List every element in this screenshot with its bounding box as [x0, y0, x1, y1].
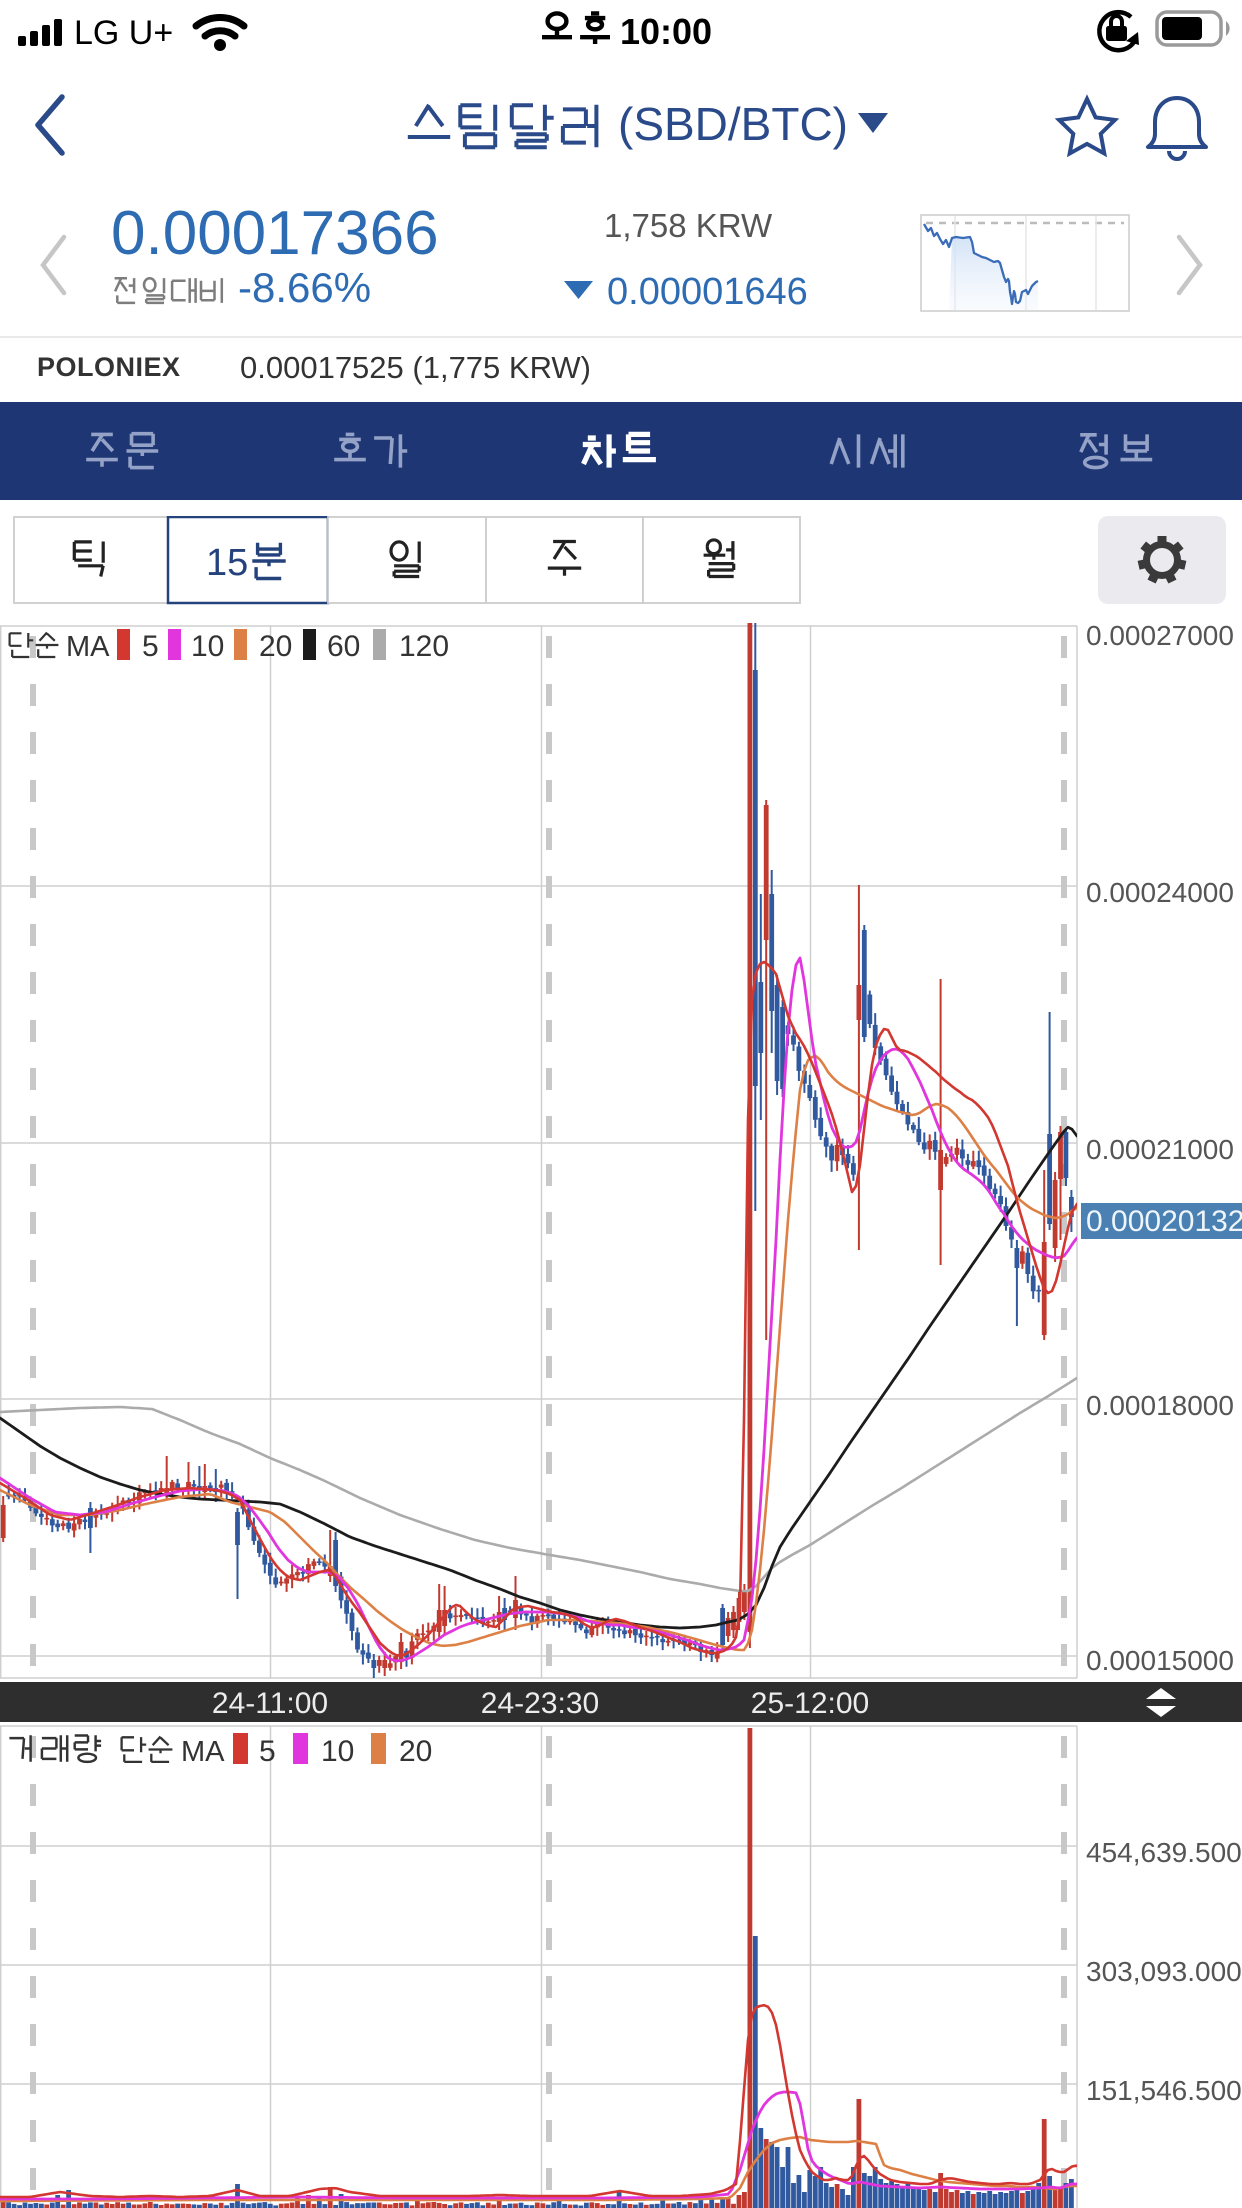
svg-text:15: 15 — [206, 542, 248, 584]
svg-text:25-12:00: 25-12:00 — [751, 1687, 869, 1720]
svg-text:(SBD/BTC): (SBD/BTC) — [618, 98, 848, 150]
svg-text:10: 10 — [321, 1735, 354, 1768]
svg-text:1,758 KRW: 1,758 KRW — [604, 207, 773, 244]
svg-text:0.00015000: 0.00015000 — [1086, 1645, 1234, 1676]
svg-text:10:00: 10:00 — [620, 11, 712, 52]
svg-text:0.00027000: 0.00027000 — [1086, 620, 1234, 651]
svg-text:0.00021000: 0.00021000 — [1086, 1134, 1234, 1165]
svg-text:0.00024000: 0.00024000 — [1086, 877, 1234, 908]
svg-text:0.00020132: 0.00020132 — [1086, 1205, 1242, 1238]
svg-text:5: 5 — [259, 1735, 276, 1768]
svg-text:MA: MA — [181, 1736, 225, 1768]
svg-text:0.00017366: 0.00017366 — [111, 199, 439, 268]
svg-text:MA: MA — [66, 631, 110, 663]
svg-text:24-23:30: 24-23:30 — [481, 1687, 599, 1720]
svg-text:454,639.500: 454,639.500 — [1086, 1837, 1242, 1868]
svg-text:60: 60 — [327, 630, 360, 663]
svg-text:20: 20 — [399, 1735, 432, 1768]
svg-text:10: 10 — [191, 630, 224, 663]
svg-text:303,093.000: 303,093.000 — [1086, 1956, 1242, 1987]
svg-text:0.00018000: 0.00018000 — [1086, 1390, 1234, 1421]
svg-text:5: 5 — [142, 630, 159, 663]
svg-text:24-11:00: 24-11:00 — [212, 1687, 328, 1720]
svg-text:0.00001646: 0.00001646 — [607, 271, 808, 313]
svg-text:151,546.500: 151,546.500 — [1086, 2075, 1242, 2106]
svg-text:20: 20 — [259, 630, 292, 663]
svg-text:LG U+: LG U+ — [74, 14, 173, 52]
svg-text:-8.66%: -8.66% — [238, 264, 371, 311]
svg-text:120: 120 — [399, 630, 449, 663]
